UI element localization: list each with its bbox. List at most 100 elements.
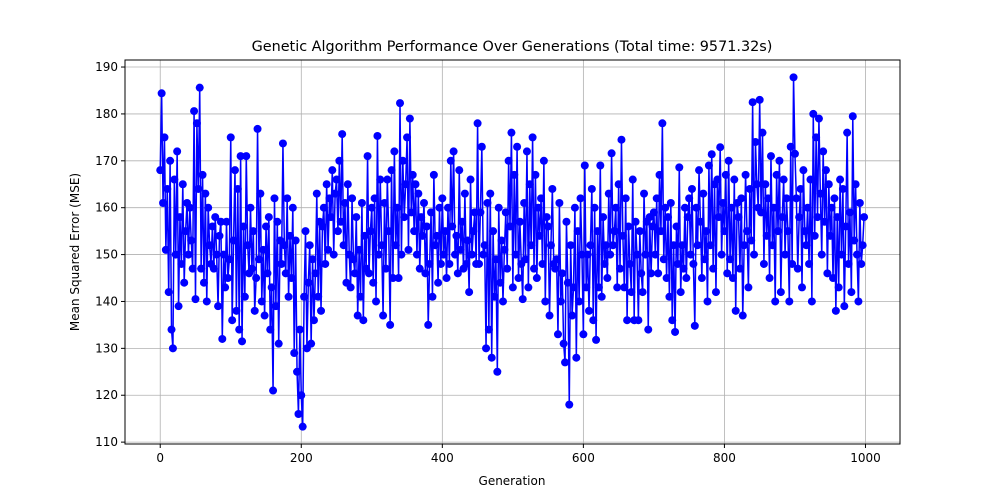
data-point: [198, 170, 207, 179]
data-point: [568, 311, 577, 320]
data-point: [583, 250, 592, 259]
data-point: [658, 119, 667, 128]
data-point: [466, 175, 475, 184]
data-point: [388, 274, 397, 283]
data-point: [288, 203, 297, 212]
data-point: [559, 339, 568, 348]
data-point: [230, 166, 239, 175]
data-point: [607, 149, 616, 158]
data-point: [782, 194, 791, 203]
data-point: [446, 156, 455, 165]
data-point: [542, 213, 551, 222]
data-point: [807, 297, 816, 306]
data-point: [254, 255, 263, 264]
data-point: [532, 274, 541, 283]
data-point: [247, 264, 256, 273]
data-point: [498, 297, 507, 306]
data-point: [497, 236, 506, 245]
data-point: [259, 245, 268, 254]
data-point: [376, 175, 385, 184]
data-point: [585, 306, 594, 315]
data-point: [188, 264, 197, 273]
data-point: [685, 194, 694, 203]
data-point: [187, 236, 196, 245]
data-point: [652, 194, 661, 203]
data-point: [635, 227, 644, 236]
data-point: [173, 147, 182, 156]
data-point: [314, 292, 323, 301]
chart-title: Genetic Algorithm Performance Over Gener…: [252, 39, 773, 55]
data-point: [171, 250, 180, 259]
data-point: [202, 297, 211, 306]
data-point: [500, 245, 509, 254]
data-point: [800, 227, 809, 236]
data-point: [544, 222, 553, 231]
y-tick-label: 170: [95, 154, 118, 168]
data-point: [793, 264, 802, 273]
data-point: [236, 152, 245, 161]
data-point: [565, 400, 574, 409]
data-point: [841, 222, 850, 231]
data-point: [761, 180, 770, 189]
data-point: [364, 269, 373, 278]
data-point: [317, 306, 326, 315]
data-point: [456, 245, 465, 254]
data-point: [221, 283, 230, 292]
data-point: [199, 278, 208, 287]
data-point: [412, 250, 421, 259]
data-point: [621, 194, 630, 203]
data-point: [381, 264, 390, 273]
data-point: [592, 335, 601, 344]
data-point: [792, 194, 801, 203]
data-point: [443, 203, 452, 212]
data-point: [697, 274, 706, 283]
data-point: [651, 250, 660, 259]
data-point: [191, 295, 200, 304]
data-point: [277, 259, 286, 268]
data-point: [833, 213, 842, 222]
data-point: [527, 241, 536, 250]
data-point: [349, 255, 358, 264]
data-point: [604, 189, 613, 198]
data-point: [336, 217, 345, 226]
data-point: [778, 213, 787, 222]
data-point: [246, 203, 255, 212]
data-point: [830, 194, 839, 203]
data-point: [817, 250, 826, 259]
data-point: [545, 311, 554, 320]
data-point: [593, 227, 602, 236]
data-point: [789, 73, 798, 82]
data-point: [473, 119, 482, 128]
data-point: [740, 241, 749, 250]
data-point: [304, 278, 313, 287]
data-point: [747, 236, 756, 245]
data-point: [737, 194, 746, 203]
data-point: [724, 156, 733, 165]
data-point: [764, 194, 773, 203]
data-point: [752, 180, 761, 189]
data-point: [181, 227, 190, 236]
data-point: [686, 250, 695, 259]
data-point: [451, 250, 460, 259]
data-point: [803, 203, 812, 212]
data-point: [174, 302, 183, 311]
data-point: [855, 199, 864, 208]
x-tick-label: 400: [431, 451, 454, 465]
x-tick-label: 200: [290, 451, 313, 465]
data-point: [455, 166, 464, 175]
data-point: [840, 302, 849, 311]
data-point: [201, 189, 210, 198]
data-point: [465, 288, 474, 297]
data-point: [185, 203, 194, 212]
data-point: [475, 259, 484, 268]
data-point: [790, 149, 799, 158]
data-point: [161, 245, 170, 254]
data-point: [606, 250, 615, 259]
data-point: [195, 83, 204, 92]
x-tick-label: 600: [572, 451, 595, 465]
data-point: [425, 259, 434, 268]
data-point: [508, 283, 517, 292]
data-point: [587, 184, 596, 193]
data-point: [427, 208, 436, 217]
data-point: [700, 255, 709, 264]
